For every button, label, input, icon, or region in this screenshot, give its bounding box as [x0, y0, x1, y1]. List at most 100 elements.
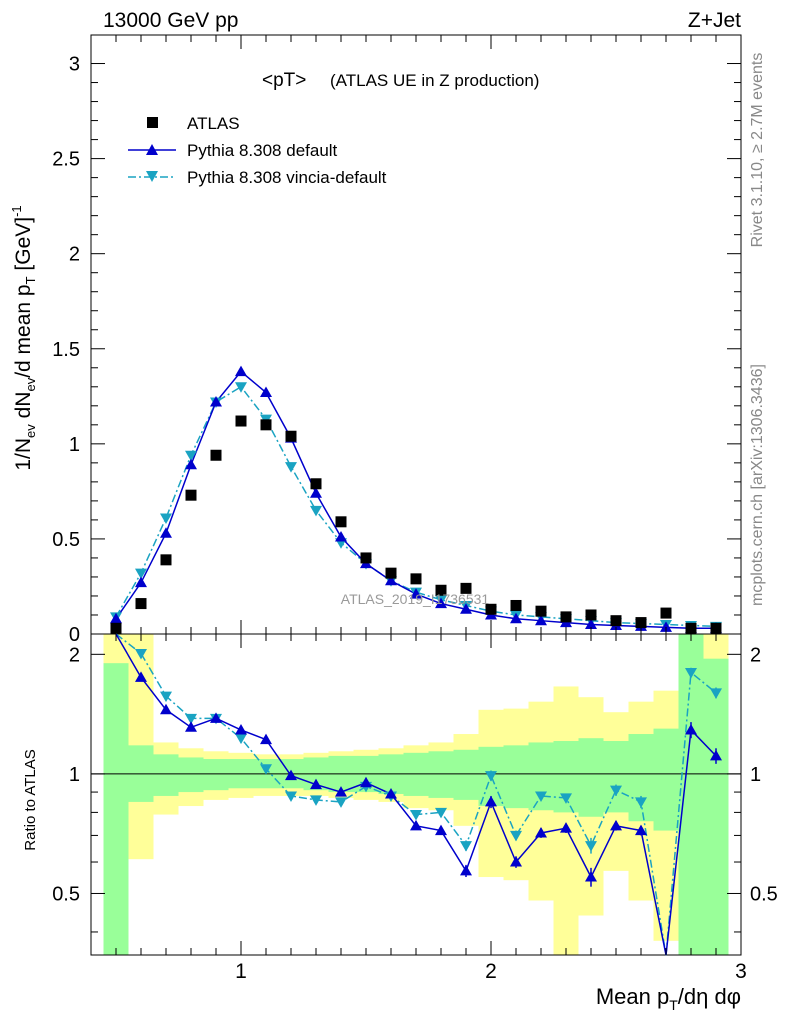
ratio-tick-label: 0.5 — [52, 883, 80, 905]
x-axis-label: Mean pT/dη dφ — [596, 984, 741, 1013]
marker-vincia — [135, 568, 147, 580]
ratio-marker-vincia — [135, 648, 147, 660]
legend-marker-vincia — [146, 171, 158, 182]
marker-atlas — [435, 584, 447, 596]
ratio-marker-vincia — [335, 797, 347, 808]
ratio-marker-default — [685, 723, 697, 735]
ratio-marker-default — [310, 778, 322, 790]
chart-title: <pT> — [262, 70, 306, 91]
ratio-marker-default — [135, 671, 147, 682]
ratio-uncertainty-bands — [103, 634, 729, 955]
marker-atlas — [510, 599, 522, 611]
x-tick-label: 2 — [485, 960, 497, 983]
marker-atlas — [185, 489, 197, 501]
marker-default — [435, 597, 447, 609]
marker-atlas — [385, 567, 397, 579]
marker-atlas — [235, 415, 247, 427]
legend: ATLAS Pythia 8.308 default Pythia 8.308 … — [128, 114, 387, 187]
ratio-marker-vincia — [460, 841, 472, 852]
marker-default — [260, 386, 272, 397]
band-inner — [203, 759, 229, 791]
ratio-marker-vincia — [485, 771, 497, 782]
ratio-marker-default — [360, 776, 372, 788]
ratio-marker-vincia — [410, 810, 422, 821]
marker-atlas — [460, 582, 472, 594]
ratio-marker-default — [210, 712, 222, 723]
ratio-marker-default — [410, 819, 422, 831]
marker-default — [460, 603, 472, 614]
marker-default — [335, 531, 347, 542]
band-outer — [553, 686, 579, 955]
ratio-marker-default — [285, 769, 297, 781]
marker-default — [185, 458, 197, 470]
marker-atlas — [160, 554, 172, 566]
marker-atlas — [560, 611, 572, 623]
marker-atlas — [610, 615, 622, 627]
ratio-marker-vincia — [685, 667, 697, 679]
band-inner — [703, 658, 729, 955]
y-tick-label: 2 — [69, 244, 80, 266]
marker-default — [210, 396, 222, 407]
band-inner — [578, 738, 604, 817]
y-tick-label: 0 — [69, 624, 80, 646]
band-inner — [453, 749, 479, 800]
ratio-marker-vincia — [435, 807, 447, 819]
ratio-marker-vincia — [710, 688, 722, 699]
marker-vincia — [160, 513, 172, 525]
x-tick-label: 1 — [235, 960, 247, 983]
band-inner — [103, 663, 129, 955]
marker-default — [535, 614, 547, 626]
band-inner — [178, 757, 204, 793]
marker-atlas — [360, 552, 372, 564]
ratio-marker-vincia — [635, 797, 647, 808]
ratio-marker-default — [610, 819, 622, 831]
legend-label-atlas: ATLAS — [187, 114, 240, 133]
ratio-marker-vincia — [610, 785, 622, 797]
ratio-marker-default — [335, 786, 347, 797]
analysis-watermark: ATLAS_2019_I1736531 — [341, 591, 490, 607]
ratio-marker-default — [510, 856, 522, 867]
y-tick-label: 3 — [69, 54, 80, 76]
legend-label-default: Pythia 8.308 default — [187, 141, 338, 160]
ratio-marker-default — [260, 733, 272, 745]
ratio-marker-default — [585, 871, 597, 882]
marker-default — [160, 527, 172, 538]
marker-vincia — [185, 450, 197, 462]
marker-atlas — [260, 419, 272, 431]
band-inner — [653, 728, 679, 831]
mcplots-label: mcplots.cern.ch [arXiv:1306.3436] — [749, 364, 766, 606]
ratio-marker-vincia — [235, 733, 247, 745]
x-tick-label: 3 — [735, 960, 747, 983]
marker-atlas — [135, 598, 147, 610]
marker-atlas — [285, 430, 297, 442]
marker-atlas — [335, 516, 347, 528]
marker-vincia — [285, 462, 297, 473]
marker-atlas — [585, 609, 597, 621]
band-inner — [503, 745, 529, 809]
marker-default — [410, 588, 422, 599]
chart-subtitle: (ATLAS UE in Z production) — [330, 71, 539, 90]
marker-default — [235, 365, 247, 377]
marker-atlas — [485, 603, 497, 615]
marker-default — [585, 618, 597, 629]
ratio-marker-default — [560, 822, 572, 833]
legend-marker-default — [146, 144, 158, 155]
ratio-marker-default — [535, 826, 547, 838]
marker-vincia — [235, 382, 247, 393]
ratio-marker-vincia — [285, 791, 297, 802]
marker-default — [110, 612, 122, 624]
process-label: Z+Jet — [688, 9, 741, 32]
ratio-marker-vincia — [585, 841, 597, 852]
marker-default — [510, 612, 522, 624]
ratio-y-axis-label: Ratio to ATLAS — [22, 749, 39, 850]
marker-vincia — [310, 505, 322, 517]
ratio-tick-label-right: 0.5 — [750, 883, 778, 905]
marker-atlas — [660, 607, 672, 619]
legend-marker-atlas — [147, 117, 158, 128]
ratio-marker-vincia — [260, 764, 272, 775]
ratio-marker-default — [185, 721, 197, 732]
ratio-marker-default — [385, 787, 397, 799]
marker-atlas — [410, 573, 422, 585]
ratio-marker-default — [160, 703, 172, 715]
